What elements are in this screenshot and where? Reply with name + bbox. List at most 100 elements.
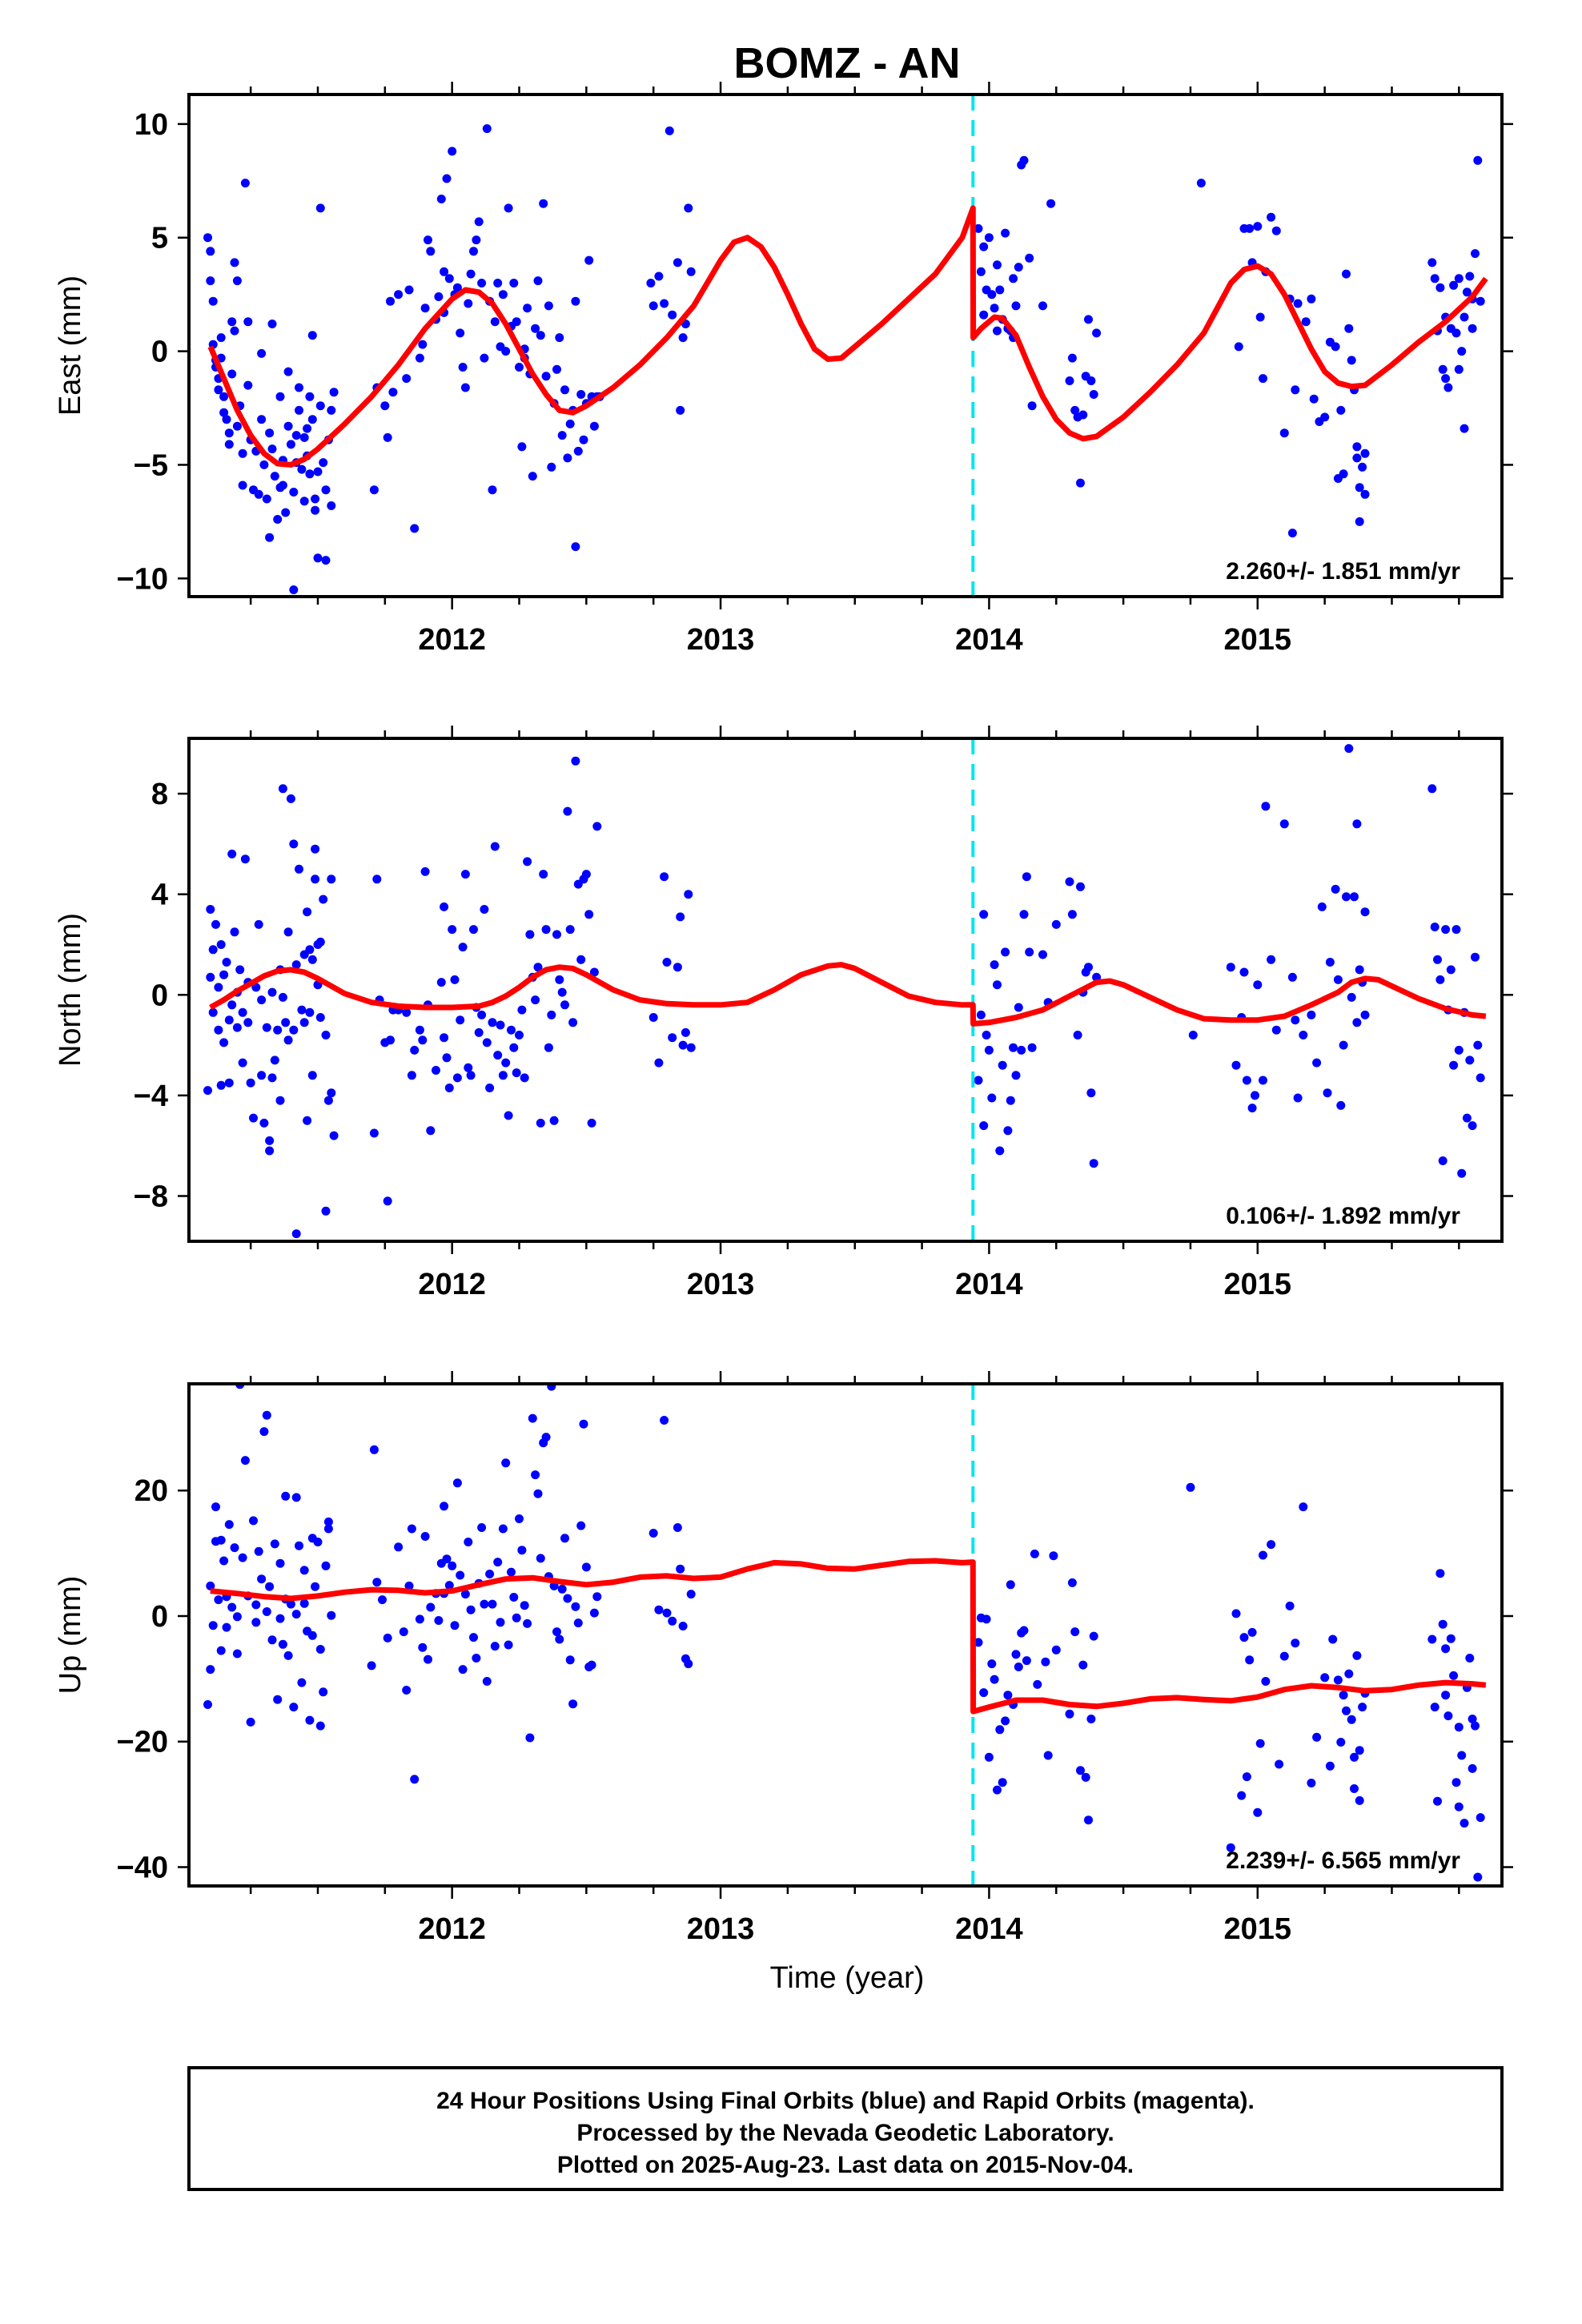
data-point (1014, 1663, 1023, 1671)
data-point (1089, 1159, 1098, 1168)
data-point (1253, 980, 1263, 990)
data-point (434, 1616, 444, 1625)
data-point (464, 299, 473, 308)
data-point (321, 1031, 331, 1039)
data-point (313, 1538, 323, 1546)
data-point (565, 925, 575, 935)
data-point (1473, 1872, 1483, 1882)
data-point (676, 912, 685, 922)
x-tick-label: 2015 (1224, 1268, 1292, 1301)
data-point (275, 1614, 285, 1623)
x-tick-label: 2014 (955, 623, 1023, 657)
data-point (1017, 1045, 1026, 1055)
data-point (515, 1514, 524, 1523)
data-point (1360, 448, 1370, 458)
data-point (291, 1229, 301, 1239)
data-point (402, 1007, 412, 1017)
data-point (1293, 299, 1303, 308)
data-point (249, 1516, 258, 1526)
data-point (589, 1608, 599, 1618)
data-point (1465, 1055, 1475, 1065)
data-point (520, 1601, 529, 1610)
data-point (440, 1502, 449, 1511)
data-point (203, 1700, 212, 1709)
data-point (584, 910, 594, 919)
data-point (1460, 312, 1469, 322)
data-point (232, 421, 242, 431)
data-point (1022, 1656, 1031, 1666)
data-point (547, 462, 556, 472)
data-point (265, 428, 275, 438)
data-point (216, 1646, 226, 1655)
data-point (452, 283, 462, 292)
data-point (299, 1018, 309, 1027)
data-point (286, 440, 295, 449)
data-point (444, 1581, 454, 1590)
data-point (1312, 1058, 1322, 1068)
data-point (230, 927, 239, 937)
data-point (303, 907, 312, 917)
data-point (251, 1618, 261, 1627)
data-point (1291, 1638, 1300, 1648)
y-axis-label: North (mm) (54, 913, 87, 1067)
data-point (560, 1534, 569, 1543)
data-point (281, 1491, 291, 1501)
data-point (259, 460, 269, 469)
data-point (654, 1605, 664, 1614)
data-point (1255, 1739, 1265, 1748)
data-point (407, 1524, 416, 1534)
data-point (283, 927, 293, 937)
data-point (1457, 347, 1467, 356)
data-point (536, 1554, 545, 1563)
data-point (410, 1775, 420, 1784)
data-point (1267, 955, 1276, 964)
data-point (270, 1055, 279, 1065)
data-point (1271, 1025, 1281, 1035)
data-point (227, 317, 237, 327)
data-point (424, 235, 432, 245)
data-point (1471, 1721, 1480, 1731)
data-point (243, 380, 253, 390)
data-point (662, 1608, 672, 1618)
data-point (206, 247, 215, 256)
data-point (254, 489, 263, 499)
data-point (315, 1013, 325, 1022)
data-point (1355, 965, 1364, 975)
data-point (976, 267, 986, 276)
north-model-curve (209, 962, 1487, 1027)
data-point (456, 1015, 465, 1025)
data-point (426, 1126, 436, 1136)
x-tick-label: 2014 (955, 1268, 1023, 1301)
data-point (240, 179, 250, 188)
data-point (1006, 1096, 1015, 1105)
data-point (299, 1566, 309, 1575)
velocity-annotation: 0.106+/- 1.892 mm/yr (1226, 1203, 1460, 1229)
data-point (278, 1639, 287, 1649)
data-point (490, 842, 500, 851)
data-point (581, 870, 591, 879)
data-point (579, 435, 588, 444)
data-point (329, 1131, 339, 1140)
data-point (224, 1015, 234, 1025)
data-point (490, 1642, 500, 1651)
data-point (327, 875, 336, 884)
data-point (227, 1000, 237, 1010)
data-point (289, 1025, 299, 1035)
data-point (1009, 1043, 1018, 1052)
y-tick-label: 20 (135, 1474, 168, 1508)
data-point (321, 1561, 331, 1570)
data-point (1441, 1691, 1451, 1700)
data-point (1259, 1076, 1267, 1085)
data-point (1427, 258, 1437, 267)
data-point (458, 943, 468, 952)
data-point (1344, 324, 1354, 333)
data-point (668, 1033, 677, 1043)
data-point (987, 1659, 997, 1669)
data-point (979, 910, 989, 919)
data-point (681, 1027, 690, 1037)
data-point (1084, 315, 1093, 324)
data-point (458, 363, 468, 372)
data-point (305, 469, 315, 479)
data-point (415, 1025, 424, 1035)
data-point (648, 1529, 658, 1538)
